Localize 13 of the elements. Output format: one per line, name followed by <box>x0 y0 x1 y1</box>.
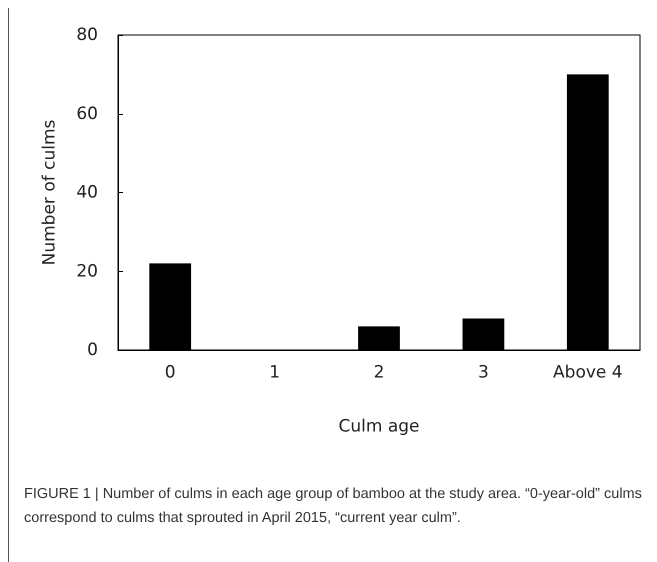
y-axis-title: Number of culms <box>40 119 60 266</box>
y-tick-label: 20 <box>76 261 98 282</box>
x-tick-label: 3 <box>478 362 489 382</box>
y-tick-label: 60 <box>76 104 98 124</box>
x-tick-label: 0 <box>164 362 176 382</box>
x-tick-label: 1 <box>269 362 280 382</box>
y-tick-label: 80 <box>76 25 98 45</box>
y-tick-label: 40 <box>76 182 98 202</box>
x-axis-title: Culm age <box>338 416 420 436</box>
y-tick-label: 0 <box>87 340 98 360</box>
x-tick-label: 2 <box>374 362 384 382</box>
x-tick-label: Above 4 <box>553 362 623 382</box>
caption: FIGURE 1 | Number of culms in each age group of bamboo at the study area. “0-year-old” culms correspond to culms that sprouted in April 2015, “current year culm”. <box>24 485 643 528</box>
